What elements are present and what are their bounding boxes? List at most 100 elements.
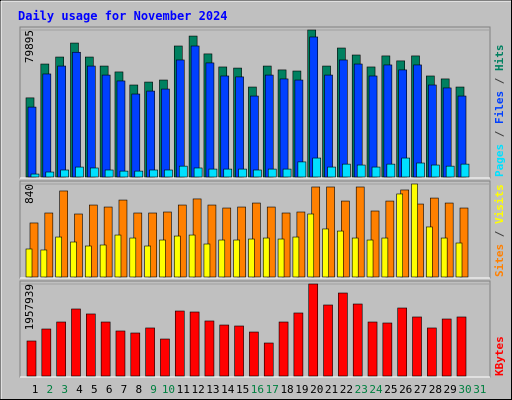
bar <box>253 169 262 178</box>
bar <box>368 75 378 178</box>
bar <box>149 169 158 178</box>
bar <box>25 248 33 278</box>
bar <box>445 165 455 178</box>
bar <box>401 157 410 178</box>
bar <box>262 237 270 278</box>
bar <box>342 163 351 178</box>
bar <box>337 230 344 278</box>
bar <box>40 249 48 278</box>
bar <box>115 330 126 377</box>
bar <box>59 190 68 278</box>
x-tick-label: 31 <box>473 383 486 396</box>
bar <box>101 74 111 178</box>
bar <box>173 235 181 278</box>
bar <box>85 245 92 278</box>
bar <box>45 171 55 178</box>
x-tick-label: 30 <box>458 383 471 396</box>
bar <box>282 168 292 178</box>
x-tick-label: 1 <box>32 383 39 396</box>
bar <box>220 75 230 178</box>
bar <box>30 173 40 178</box>
bar <box>312 157 322 178</box>
bar <box>322 228 329 278</box>
bar <box>367 321 378 377</box>
bar <box>327 166 336 178</box>
bar <box>219 324 230 377</box>
bar <box>87 65 96 178</box>
bar <box>235 76 244 178</box>
bar <box>411 183 418 278</box>
bar <box>26 340 37 377</box>
bar <box>460 163 470 178</box>
bar <box>292 236 300 278</box>
bar <box>190 45 200 178</box>
bar <box>351 237 359 278</box>
legend: Pages / Files / Hits <box>493 45 506 178</box>
legend-entry: Hits <box>493 45 506 72</box>
x-tick-label: 25 <box>384 383 397 396</box>
x-tick-label: 8 <box>135 383 142 396</box>
bar <box>148 212 157 278</box>
bar <box>309 36 319 178</box>
y-tick-label: 840 <box>23 184 36 204</box>
bar <box>89 204 98 278</box>
bar <box>456 316 467 377</box>
bar <box>160 338 170 377</box>
bar <box>56 321 66 377</box>
bar <box>263 342 274 377</box>
bar <box>382 322 393 377</box>
bar <box>233 239 240 278</box>
bar <box>307 213 315 278</box>
bar <box>104 169 114 178</box>
chart-title: Daily usage for November 2024 <box>18 9 228 23</box>
bar <box>100 321 111 377</box>
x-tick-label: 20 <box>310 383 323 396</box>
bar <box>193 167 203 178</box>
legend-entry: Sites <box>493 244 506 277</box>
x-tick-label: 7 <box>121 383 128 396</box>
x-tick-label: 5 <box>91 383 98 396</box>
legend-entry: Files <box>493 91 506 124</box>
bar <box>42 73 52 178</box>
bar <box>86 313 96 377</box>
bar <box>218 239 226 278</box>
bar <box>459 207 469 278</box>
x-tick-label: 4 <box>76 383 83 396</box>
x-tick-label: 2 <box>47 383 54 396</box>
x-tick-label: 18 <box>280 383 293 396</box>
bar <box>416 162 425 178</box>
legend-entry: KBytes <box>493 336 506 376</box>
bar <box>223 168 233 178</box>
bar <box>264 74 274 178</box>
x-tick-label: 16 <box>251 383 264 396</box>
bar <box>366 239 374 278</box>
bar <box>204 320 215 377</box>
x-tick-label: 21 <box>325 383 338 396</box>
x-tick-label: 6 <box>106 383 113 396</box>
bar <box>353 63 363 178</box>
bar <box>339 59 348 178</box>
bar <box>90 167 99 178</box>
bar <box>279 78 289 178</box>
bar <box>352 303 363 377</box>
legend-separator: / <box>493 130 506 137</box>
x-tick-label: 15 <box>236 383 249 396</box>
bar <box>427 327 437 377</box>
bar <box>308 283 319 377</box>
x-tick-label: 28 <box>429 383 442 396</box>
bar <box>238 168 247 178</box>
bar <box>75 166 84 178</box>
bar <box>114 234 122 278</box>
bar <box>27 106 37 178</box>
x-tick-label: 23 <box>355 383 368 396</box>
x-tick-label: 22 <box>340 383 353 396</box>
x-tick-label: 19 <box>295 383 308 396</box>
bar <box>440 237 448 278</box>
bar <box>129 237 137 278</box>
x-tick-label: 29 <box>444 383 457 396</box>
bar <box>103 206 113 278</box>
bar <box>293 312 304 377</box>
bar <box>386 163 396 178</box>
x-tick-label: 13 <box>206 383 219 396</box>
y-tick-label: 1957939 <box>23 284 36 330</box>
